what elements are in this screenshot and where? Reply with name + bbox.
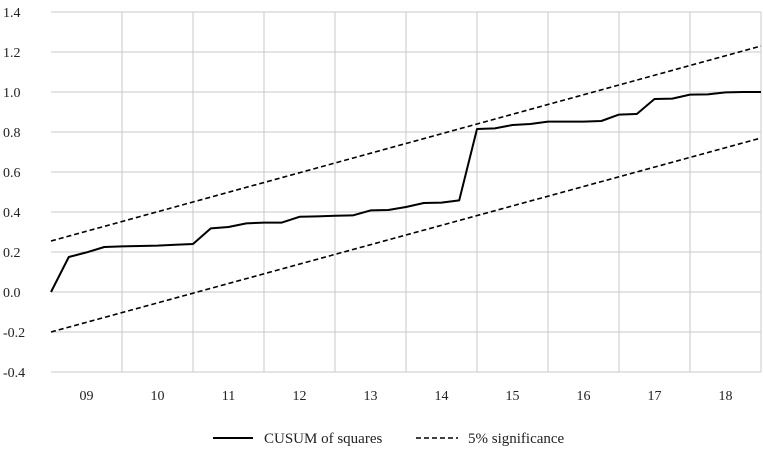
- x-tick-label: 16: [577, 389, 591, 404]
- y-tick-label: 0.8: [3, 126, 21, 141]
- x-tick-label: 11: [222, 389, 235, 404]
- y-tick-label: 0.0: [3, 286, 21, 301]
- cusum-line: [50, 91, 761, 293]
- x-tick-label: 12: [293, 389, 307, 404]
- legend-label-cusum: CUSUM of squares: [264, 431, 382, 447]
- y-tick-label: -0.4: [3, 366, 25, 381]
- y-tick-label: 1.0: [3, 86, 21, 101]
- legend-label-significance: 5% significance: [468, 431, 565, 447]
- legend: CUSUM of squares 5% significance: [213, 431, 565, 447]
- x-tick-label: 14: [435, 389, 449, 404]
- y-tick-label: -0.2: [3, 326, 25, 341]
- x-tick-label: 10: [151, 389, 165, 404]
- y-tick-label: 0.2: [3, 246, 21, 261]
- x-tick-label: 15: [506, 389, 520, 404]
- y-tick-label: 0.4: [3, 206, 21, 221]
- y-tick-label: 0.6: [3, 166, 21, 181]
- grid: [51, 11, 762, 373]
- series-lines: [50, 45, 762, 333]
- x-tick-label: 17: [648, 389, 662, 404]
- x-tick-label: 13: [364, 389, 378, 404]
- x-tick-label: 18: [719, 389, 733, 404]
- y-tick-label: 1.2: [3, 46, 21, 61]
- x-tick-label: 09: [80, 389, 94, 404]
- x-axis-ticks: 09 10 11 12 13 14 15 16 17 18: [80, 389, 733, 404]
- upper-significance-line: [50, 45, 762, 242]
- y-axis-ticks: -0.4 -0.2 0.0 0.2 0.4 0.6 0.8 1.0 1.2 1.4: [3, 6, 25, 381]
- lower-significance-line: [50, 137, 762, 333]
- y-tick-label: 1.4: [3, 6, 21, 21]
